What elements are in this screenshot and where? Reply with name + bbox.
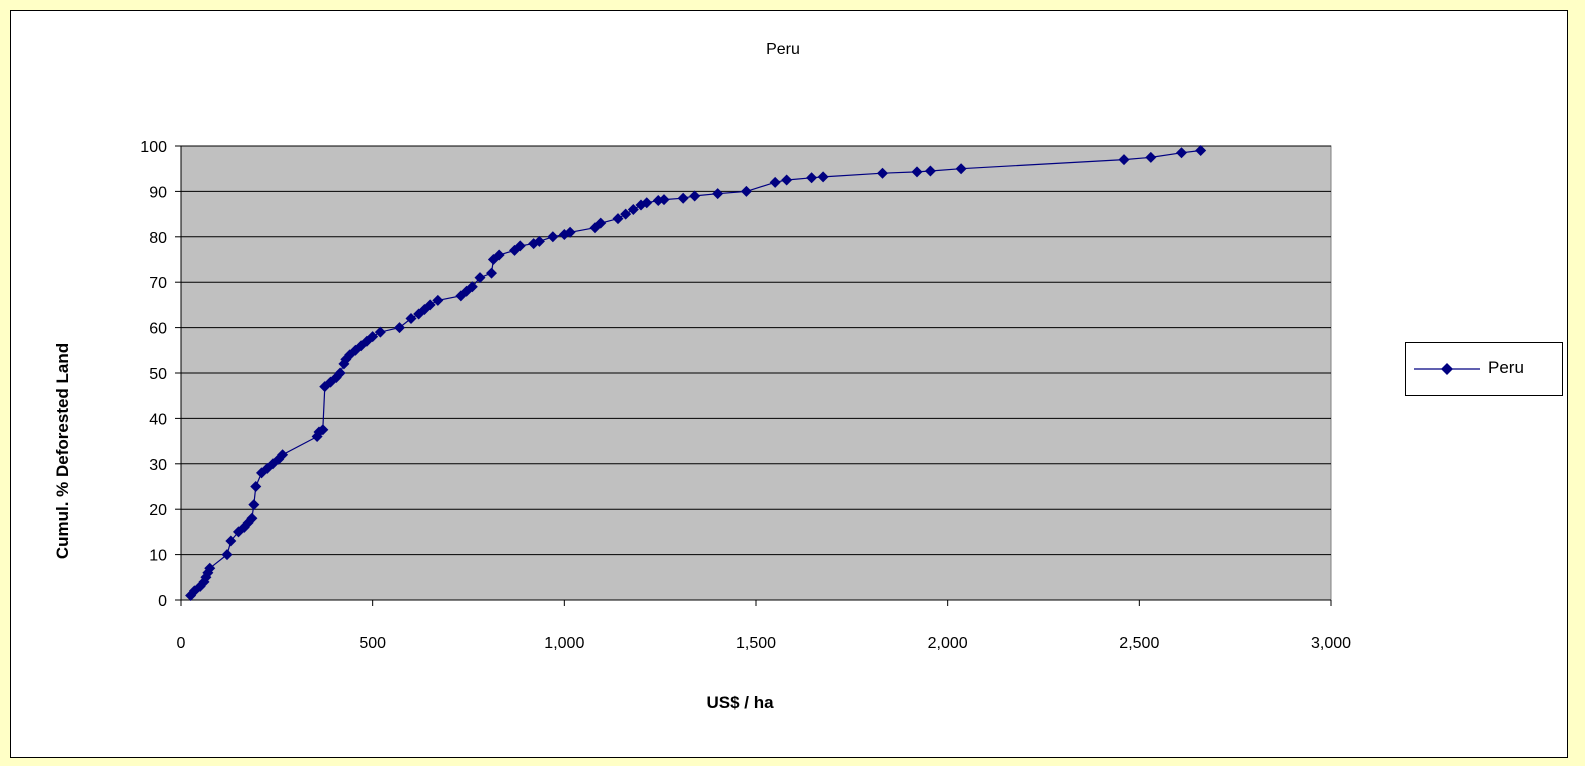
data-point (250, 481, 262, 492)
data-point (221, 549, 233, 561)
data-point (627, 204, 639, 216)
data-point (514, 240, 526, 252)
gridlines (181, 145, 1331, 556)
legend-label: Peru (1488, 358, 1524, 377)
data-point (658, 194, 670, 206)
data-point (486, 267, 497, 279)
data-point (394, 322, 405, 334)
x-tick-labels: 0 500 1,000 1,500 2,000 2,500 3,000 (177, 635, 1352, 652)
data-point (1118, 154, 1130, 166)
data-point (246, 512, 258, 524)
x-axis-label: US$ / ha (706, 693, 774, 712)
data-point (955, 163, 967, 175)
data-point (432, 294, 444, 306)
y-tick-label: 100 (140, 139, 167, 156)
chart-title: Peru (766, 41, 800, 58)
data-point (689, 190, 701, 202)
data-point (641, 197, 653, 209)
data-point (204, 562, 216, 574)
x-tick-label: 500 (359, 635, 386, 652)
data-point (225, 535, 237, 547)
data-point (248, 499, 260, 511)
y-tick-label: 40 (149, 411, 167, 428)
data-point (612, 213, 624, 225)
y-tick-label: 30 (149, 457, 167, 474)
data-point (547, 231, 559, 243)
x-tick-label: 2,000 (928, 635, 968, 652)
y-tick-label: 20 (149, 502, 167, 519)
data-point (806, 172, 818, 184)
data-point (405, 313, 417, 325)
data-point (911, 166, 923, 178)
data-point (493, 249, 505, 261)
data-point (533, 235, 545, 247)
data-point (817, 171, 829, 183)
series-points (185, 145, 1207, 601)
x-tick-label: 1,000 (544, 635, 584, 652)
x-tick-label: 3,000 (1311, 635, 1351, 652)
y-tick-label: 80 (149, 230, 167, 247)
data-point (424, 299, 436, 311)
data-point (564, 226, 576, 238)
x-tick-label: 2,500 (1119, 635, 1159, 652)
data-point (367, 331, 379, 343)
legend: Peru (1405, 342, 1563, 396)
chart-area: Peru 0 10 20 30 40 50 60 70 80 90 100 0 500 1,000 1,5… (10, 10, 1568, 758)
y-tick-label: 50 (149, 366, 167, 383)
data-point (620, 208, 632, 220)
data-point (781, 174, 793, 186)
data-point (1176, 147, 1187, 159)
legend-marker (1414, 363, 1480, 375)
data-point (740, 185, 752, 197)
x-tick-label: 1,500 (736, 635, 776, 652)
y-axis-label: Cumul. % Deforested Land (53, 343, 72, 559)
data-point (769, 176, 781, 188)
data-point (474, 272, 486, 284)
y-tick-label: 10 (149, 548, 167, 565)
data-point (317, 424, 329, 436)
data-point (677, 192, 689, 204)
y-tick-label: 60 (149, 321, 167, 338)
data-point (595, 217, 607, 229)
y-tick-label: 90 (149, 184, 167, 201)
axes (175, 145, 1332, 606)
data-point (924, 165, 936, 177)
data-point (1195, 145, 1207, 157)
y-tick-labels: 0 10 20 30 40 50 60 70 80 90 100 (140, 139, 167, 610)
y-tick-label: 70 (149, 275, 167, 292)
data-point (712, 188, 724, 200)
chart-svg: Peru 0 10 20 30 40 50 60 70 80 90 100 0 500 1,000 1,5… (53, 41, 1352, 712)
data-point (277, 449, 289, 461)
data-point (334, 367, 346, 379)
data-point (466, 281, 478, 293)
data-point (1145, 151, 1157, 163)
data-point (374, 326, 386, 338)
x-tick-label: 0 (177, 635, 186, 652)
data-point (877, 167, 888, 179)
y-tick-label: 0 (158, 593, 167, 610)
